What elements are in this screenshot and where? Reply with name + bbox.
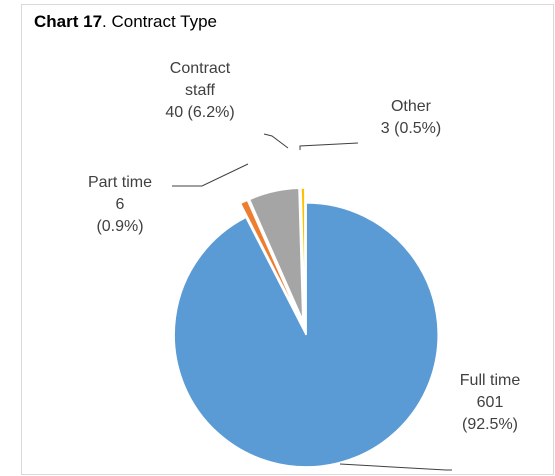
leader-line	[172, 163, 249, 187]
category-label: Part time	[87, 174, 152, 191]
leader-line	[299, 142, 359, 150]
category-label: Other	[390, 98, 431, 115]
data-label: Full time 601 (92.5%)	[450, 370, 530, 436]
pie-slice	[248, 187, 304, 321]
pie-slice	[239, 199, 302, 322]
pie-slice	[173, 202, 439, 468]
category-label: Contract staff	[169, 60, 231, 99]
leader-line	[263, 133, 289, 149]
title-bold: Chart 17	[34, 12, 103, 31]
value-label: 3 (0.5%)	[380, 120, 442, 137]
chart-title: Chart 17. Contract Type	[34, 12, 217, 32]
data-label: Other 3 (0.5%)	[356, 96, 466, 140]
frame	[21, 4, 554, 475]
leader-line	[339, 463, 452, 471]
pie-slice	[300, 187, 306, 321]
pie	[173, 187, 439, 468]
category-label: Full time	[459, 372, 521, 389]
data-label: Part time 6 (0.9%)	[70, 172, 170, 238]
data-label: Contract staff 40 (6.2%)	[150, 58, 250, 124]
value-label: 6 (0.9%)	[96, 196, 144, 235]
title-text: . Contract Type	[102, 12, 217, 31]
value-label: 601 (92.5%)	[461, 394, 519, 433]
value-label: 40 (6.2%)	[165, 104, 235, 121]
